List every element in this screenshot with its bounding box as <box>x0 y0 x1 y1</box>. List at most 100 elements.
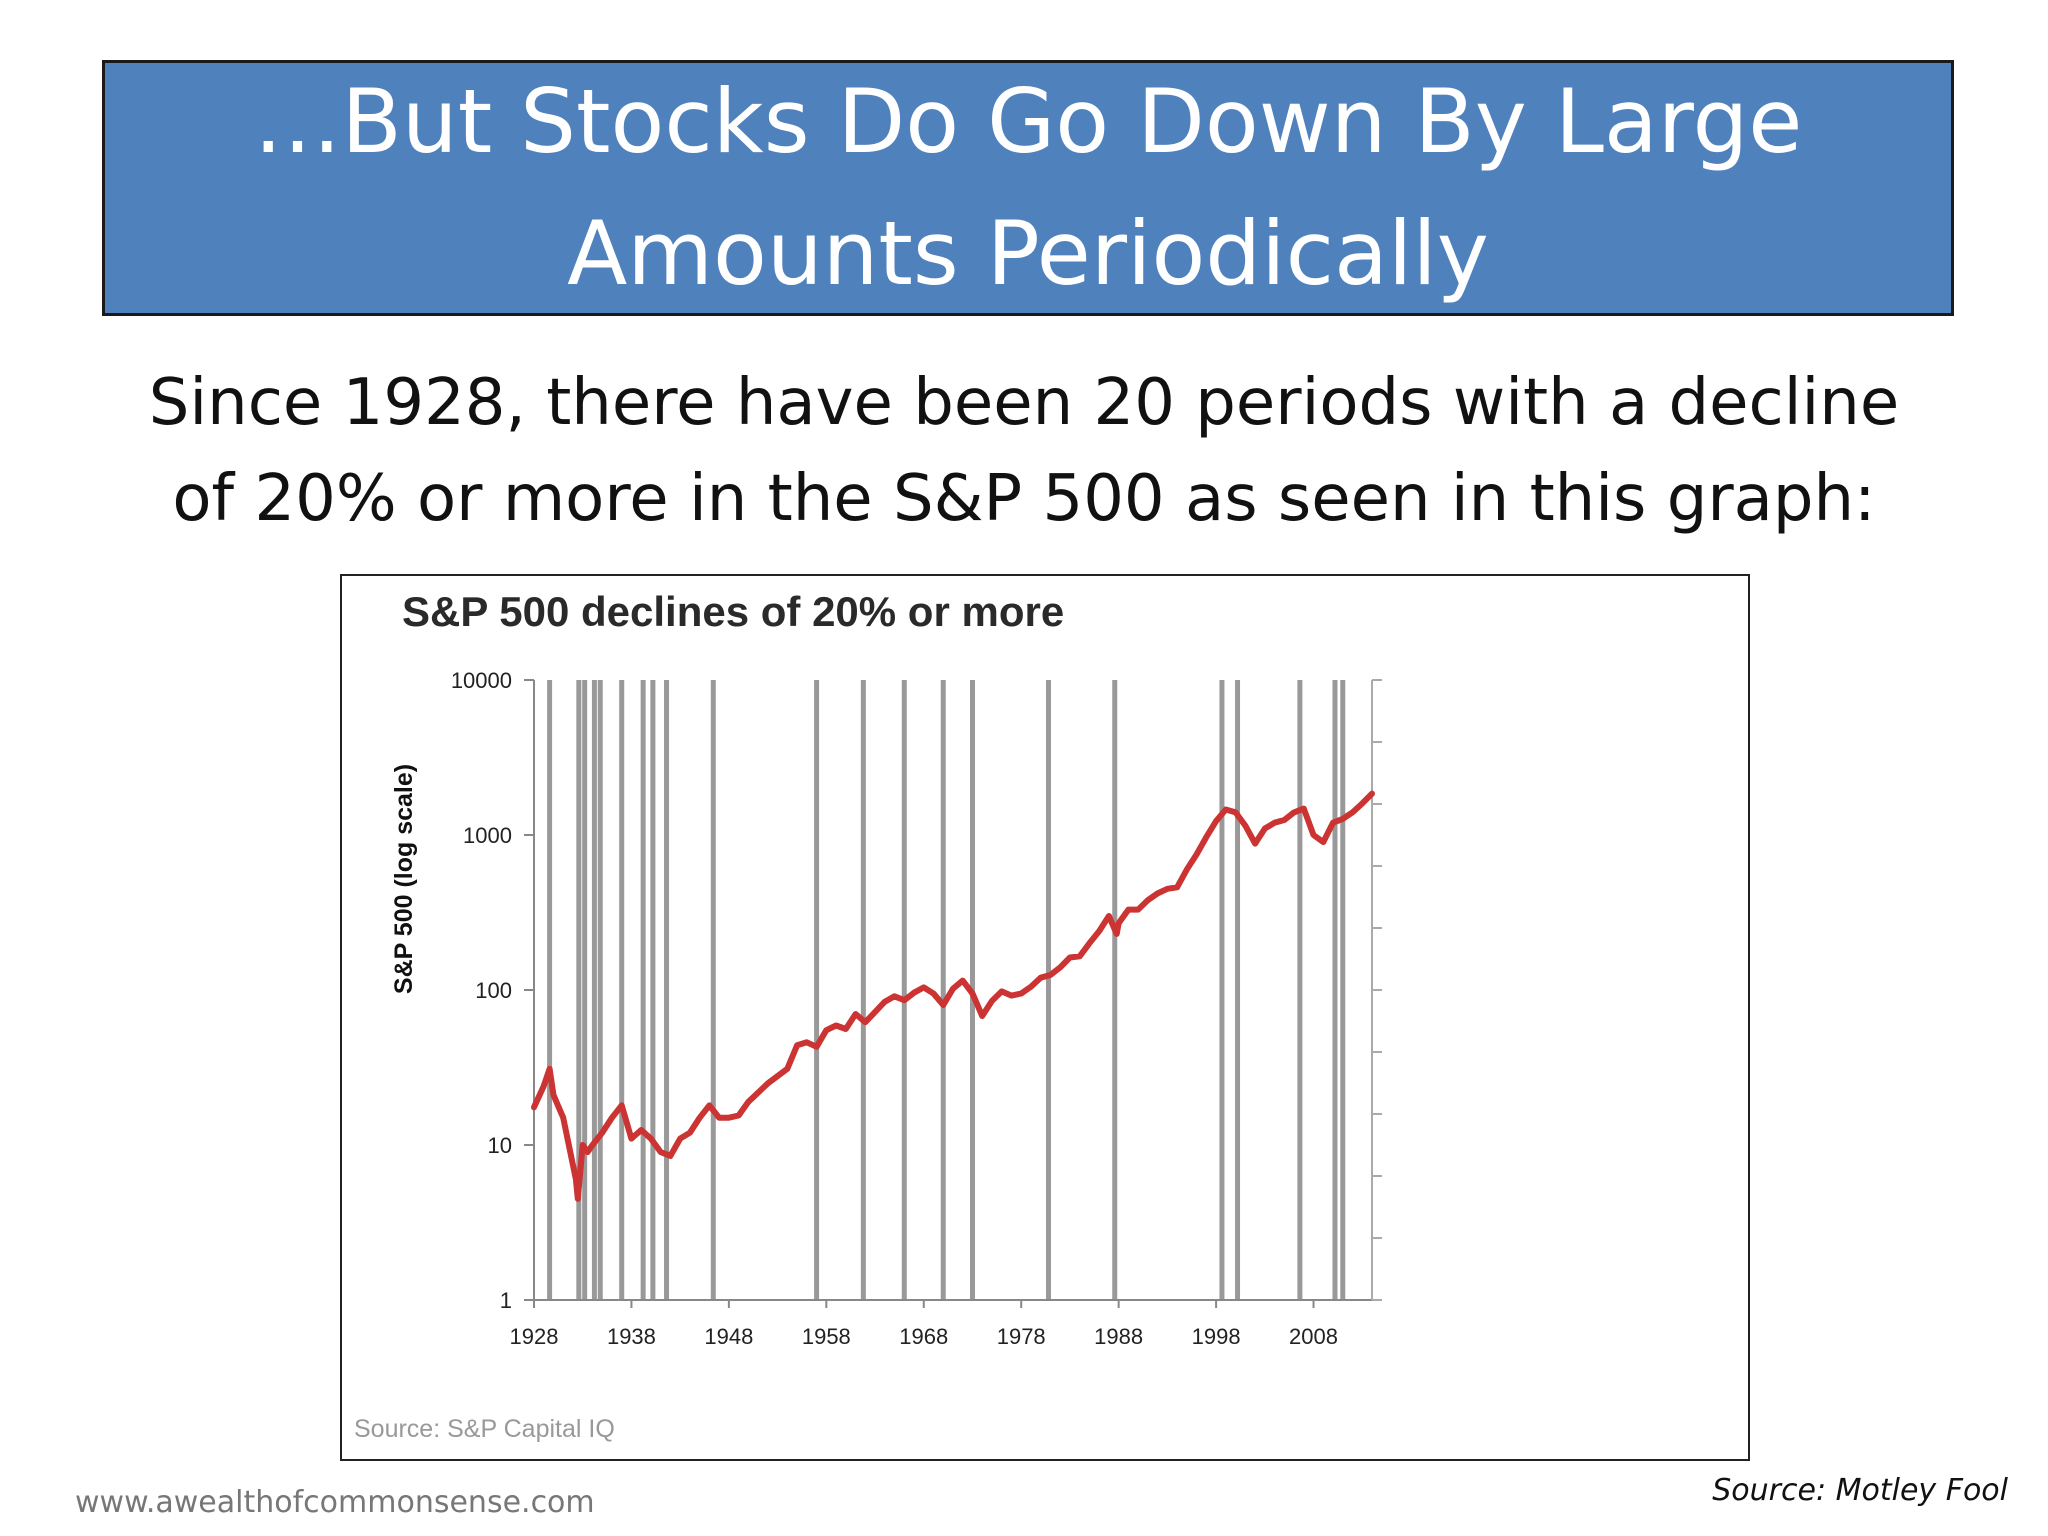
data-point <box>950 986 956 992</box>
x-tick-label: 1998 <box>1192 1324 1241 1349</box>
series-group <box>531 790 1375 1202</box>
y-tick-label: 10 <box>488 1133 512 1158</box>
data-point <box>931 991 936 996</box>
tick-labels: 10000 1000 100 10 1 1928 1938 1948 1958 1968 1978 1… <box>451 668 1338 1349</box>
data-point <box>1155 890 1161 896</box>
y-axis-label: S&P 500 (log scale) <box>390 764 418 994</box>
data-point <box>872 1009 878 1015</box>
data-point <box>794 1042 800 1048</box>
data-point <box>1242 823 1248 829</box>
data-point <box>560 1115 566 1121</box>
data-point <box>921 984 927 990</box>
y-tick-label: 1000 <box>463 823 512 848</box>
slide-subtitle-line2: of 20% or more in the S&P 500 as seen in… <box>172 462 1876 536</box>
data-point <box>1145 897 1151 903</box>
data-point <box>823 1027 829 1033</box>
data-point <box>999 988 1005 994</box>
data-point <box>648 1136 654 1142</box>
slide-subtitle: Since 1928, there have been 20 periods w… <box>60 355 1988 547</box>
data-point <box>726 1115 732 1121</box>
data-point <box>843 1026 849 1032</box>
slide-title-line2: Amounts Periodically <box>567 202 1489 305</box>
x-tick-label: 1968 <box>899 1324 948 1349</box>
data-point <box>882 999 888 1005</box>
data-point <box>1301 806 1307 812</box>
x-tick-label: 1958 <box>802 1324 851 1349</box>
sp500-chart: S&P 500 declines of 20% or more S&P 500 … <box>354 588 1382 1443</box>
data-point <box>573 1176 579 1182</box>
data-point <box>960 978 966 984</box>
y-tick-label: 100 <box>475 978 512 1003</box>
data-point <box>1106 913 1112 919</box>
x-tick-label: 1988 <box>1094 1324 1143 1349</box>
data-point <box>677 1136 683 1142</box>
data-point <box>1028 984 1034 990</box>
data-point <box>1077 953 1083 959</box>
data-point <box>736 1113 742 1118</box>
y-tick-label: 1 <box>500 1288 512 1313</box>
chart-title: S&P 500 declines of 20% or more <box>402 588 1064 635</box>
slide-subtitle-line1: Since 1928, there have been 20 periods w… <box>148 366 1900 440</box>
data-point <box>1311 832 1316 838</box>
data-point <box>1184 866 1190 872</box>
data-point <box>531 1104 537 1110</box>
data-point <box>745 1099 751 1105</box>
data-point <box>1018 991 1024 996</box>
data-point <box>590 1142 595 1148</box>
data-point <box>1057 964 1063 970</box>
axes <box>524 679 1382 1308</box>
data-point <box>599 1130 605 1136</box>
data-point <box>1164 886 1170 892</box>
data-point <box>628 1136 634 1142</box>
y-tick-label: 10000 <box>451 668 512 693</box>
series-line-1 <box>531 790 1375 1202</box>
data-point <box>638 1127 644 1133</box>
data-point <box>1340 816 1346 822</box>
data-point <box>1330 820 1336 826</box>
x-tick-label: 1938 <box>607 1324 656 1349</box>
data-point <box>979 1013 985 1019</box>
data-point <box>1096 928 1102 934</box>
data-point <box>862 1019 868 1025</box>
data-point <box>892 993 897 999</box>
chart-frame: S&P 500 declines of 20% or more S&P 500 … <box>340 574 1750 1461</box>
data-point <box>575 1196 581 1202</box>
data-point <box>833 1023 839 1028</box>
data-point <box>1114 931 1120 937</box>
data-point <box>814 1044 820 1050</box>
slide-title: …But Stocks Do Go Down By Large Amounts … <box>102 60 1954 316</box>
data-point <box>804 1039 810 1045</box>
data-point <box>706 1102 712 1108</box>
data-point <box>989 998 995 1004</box>
data-point <box>687 1130 693 1136</box>
footer-website: www.awealthofcommonsense.com <box>75 1485 595 1520</box>
data-point <box>1009 993 1014 999</box>
data-point <box>911 990 917 996</box>
decline-markers <box>547 680 1346 1300</box>
data-point <box>784 1066 790 1072</box>
data-point <box>585 1149 591 1155</box>
data-point <box>765 1080 771 1086</box>
x-tick-label: 1948 <box>704 1324 753 1349</box>
data-point <box>667 1153 673 1159</box>
data-point <box>1038 975 1044 981</box>
data-point <box>1223 807 1229 812</box>
data-point <box>940 1002 946 1008</box>
data-point <box>1174 884 1180 890</box>
data-point <box>1272 820 1278 826</box>
data-point <box>580 1142 586 1148</box>
data-point <box>1047 972 1053 978</box>
data-point <box>1067 955 1073 960</box>
x-tick-label: 1978 <box>997 1324 1046 1349</box>
data-point <box>697 1115 703 1121</box>
data-point <box>1320 839 1326 845</box>
data-point <box>541 1083 547 1089</box>
data-point <box>658 1149 664 1155</box>
data-point <box>1086 940 1092 946</box>
data-point <box>1203 834 1209 840</box>
data-point <box>970 991 975 996</box>
data-point <box>1291 809 1297 815</box>
data-point <box>619 1102 625 1108</box>
data-point <box>716 1115 722 1121</box>
data-point <box>1233 809 1239 815</box>
